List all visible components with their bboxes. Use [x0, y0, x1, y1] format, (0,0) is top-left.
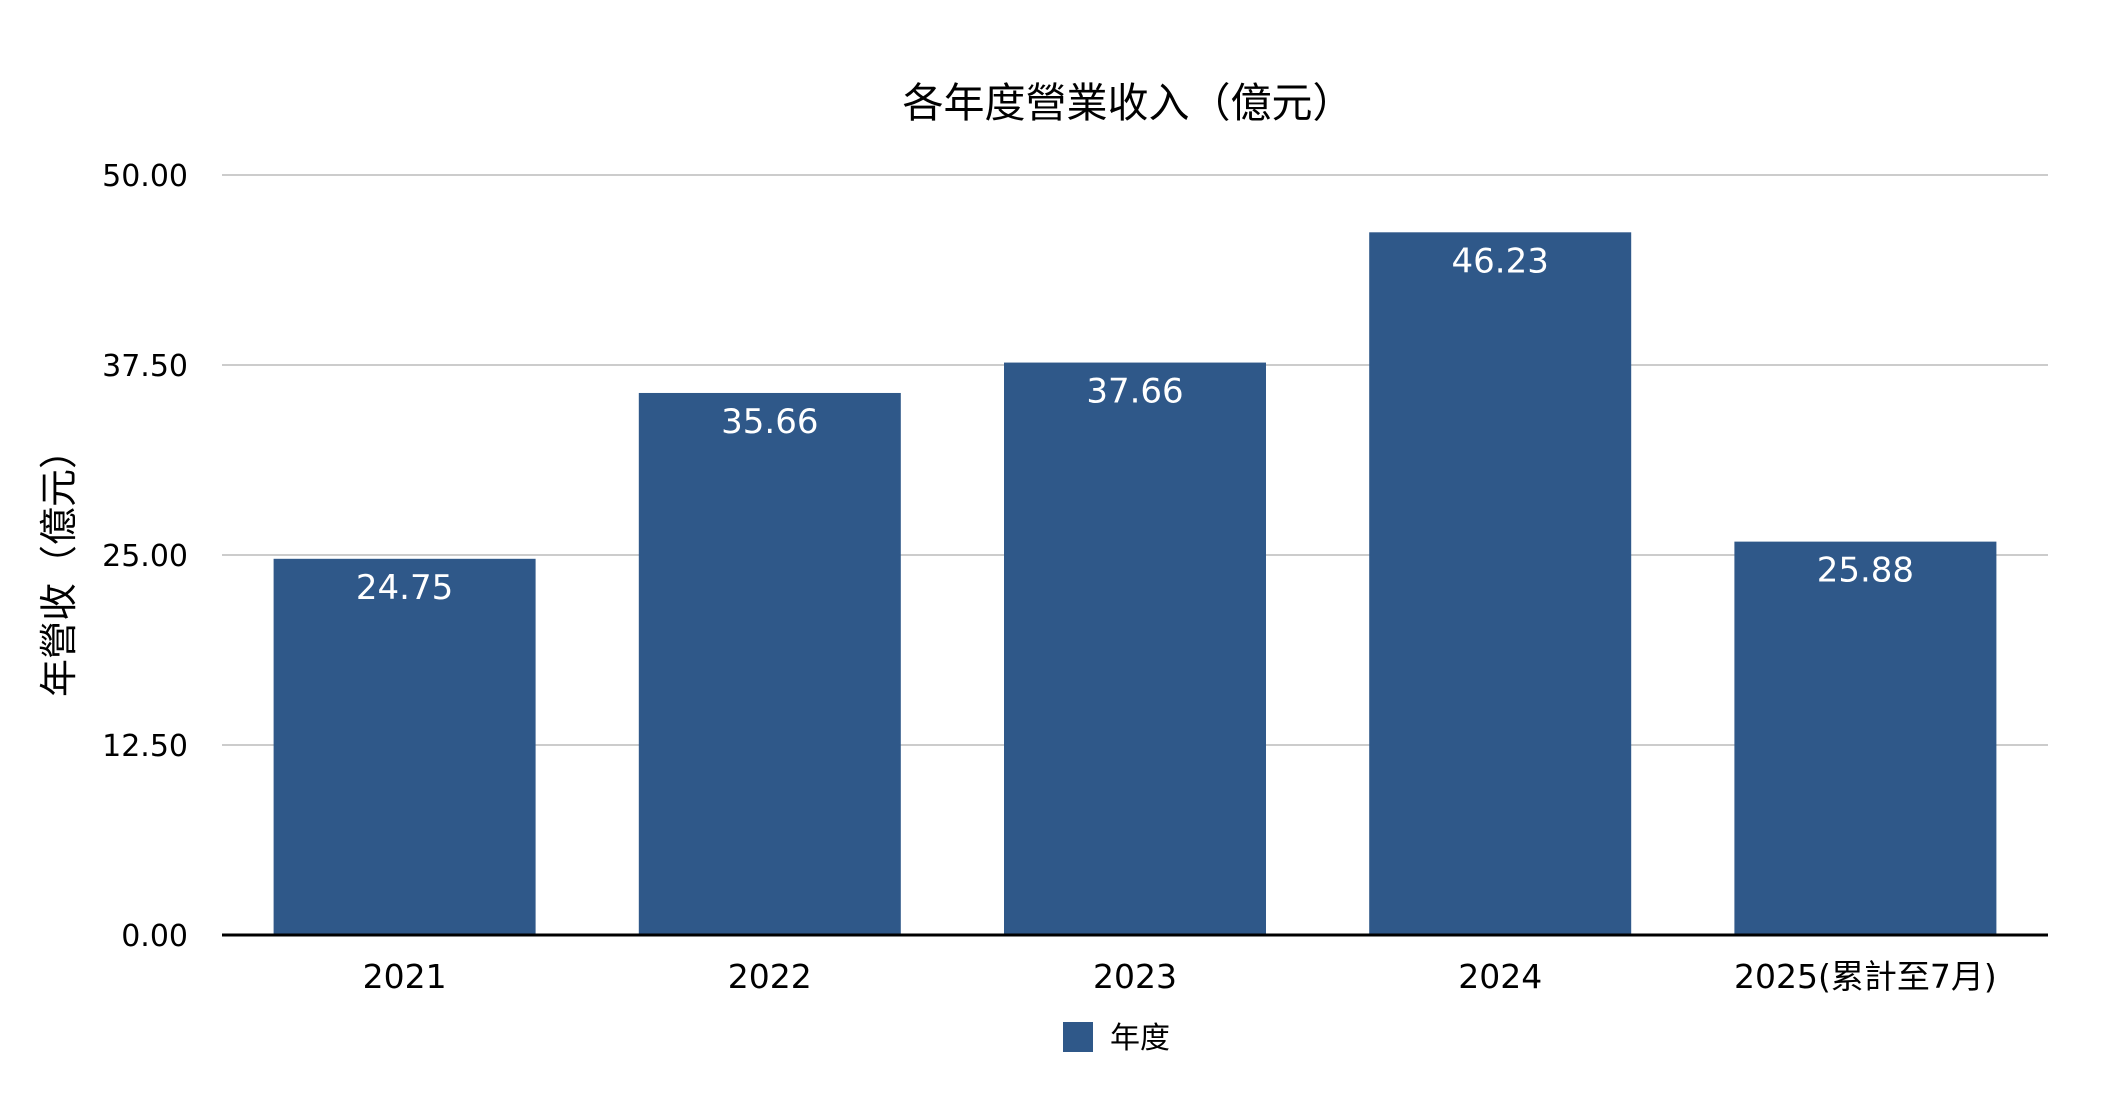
y-tick-label: 37.50: [102, 349, 188, 384]
bar-2022: [638, 392, 901, 935]
x-tick-label: 2024: [1458, 957, 1542, 996]
y-axis-ticks: 0.00 12.50 25.00 37.50 50.00: [102, 159, 188, 954]
bar-2021: [273, 558, 536, 935]
x-tick-label: 2025(累計至7月): [1734, 957, 1997, 996]
bars: 24.75 35.66 37.66 46.23 25.88: [273, 232, 1997, 935]
x-tick-label: 2023: [1093, 957, 1177, 996]
y-tick-label: 12.50: [102, 729, 188, 764]
data-label: 46.23: [1452, 241, 1549, 281]
data-label: 35.66: [721, 402, 818, 442]
bar-2024: [1369, 232, 1632, 935]
x-tick-label: 2021: [363, 957, 447, 996]
data-label: 25.88: [1817, 551, 1914, 591]
legend-swatch: [1063, 1022, 1093, 1052]
y-axis-title: 年營收（億元）: [37, 431, 81, 697]
legend: 年度: [1063, 1021, 1170, 1056]
chart-title: 各年度營業收入（億元）: [903, 79, 1354, 127]
x-tick-label: 2022: [728, 957, 812, 996]
y-tick-label: 50.00: [102, 159, 188, 194]
data-label: 37.66: [1086, 372, 1183, 412]
x-axis-ticks: 2021 2022 2023 2024 2025(累計至7月): [363, 957, 1997, 996]
legend-label: 年度: [1110, 1021, 1170, 1056]
data-label: 24.75: [356, 568, 453, 608]
y-tick-label: 0.00: [121, 919, 188, 954]
y-tick-label: 25.00: [102, 539, 188, 574]
bar-2023: [1004, 362, 1266, 935]
bar-2025: [1734, 541, 1997, 935]
